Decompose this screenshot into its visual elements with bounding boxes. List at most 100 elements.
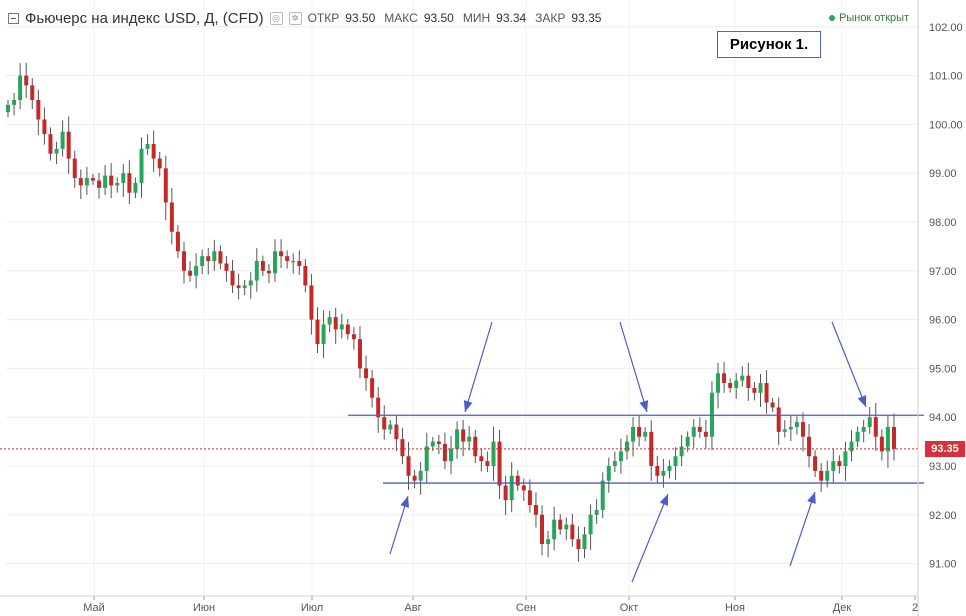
market-status-text: Рынок открыт <box>839 12 910 24</box>
candle-body <box>127 173 132 193</box>
candle-body <box>364 368 369 379</box>
candle <box>867 406 872 434</box>
candle-body <box>679 446 684 457</box>
y-tick-label: 98.00 <box>929 217 957 229</box>
candle <box>412 469 417 489</box>
candle <box>388 419 393 435</box>
arrow-down-2 <box>619 321 649 413</box>
candle-body <box>394 424 399 440</box>
candle <box>740 366 745 387</box>
candle-body <box>449 448 453 462</box>
candle-body <box>825 470 830 481</box>
candle <box>121 164 126 198</box>
candle-body <box>333 317 338 330</box>
candle <box>103 165 108 196</box>
candle-body <box>151 143 156 159</box>
candle-body <box>497 441 502 486</box>
candle-body <box>509 475 514 501</box>
candle-body <box>667 466 672 471</box>
candle <box>364 355 369 391</box>
candle <box>849 430 854 462</box>
candle-body <box>631 426 636 442</box>
candle <box>546 530 551 558</box>
candle <box>206 247 211 275</box>
candle-body <box>291 261 296 263</box>
candle-body <box>436 441 441 445</box>
candle <box>248 272 253 299</box>
candle <box>837 455 842 474</box>
candle-body <box>412 475 417 481</box>
candle <box>351 327 356 350</box>
candle-body <box>618 451 623 462</box>
candle <box>315 307 320 354</box>
arrow-up-2 <box>631 493 669 583</box>
high-value: 93.50 <box>423 11 454 25</box>
candle <box>540 505 545 556</box>
candle-body <box>36 100 41 120</box>
candle-body <box>800 422 805 437</box>
candle-body <box>752 387 757 393</box>
settings-icon[interactable]: ◎ <box>269 11 283 25</box>
candle <box>685 431 690 452</box>
candle-body <box>133 182 138 193</box>
candle-body <box>254 261 259 281</box>
candle <box>230 259 235 294</box>
arrow-up-3 <box>789 491 816 567</box>
candle-body <box>873 417 878 437</box>
candle-body <box>879 436 884 452</box>
candle <box>424 432 429 483</box>
candle <box>30 78 35 110</box>
candle-body <box>697 426 702 432</box>
arrow-up-1 <box>389 495 410 555</box>
candle-body <box>24 75 29 86</box>
candle <box>473 429 478 464</box>
candle-body <box>218 251 223 264</box>
figure-label: Рисунок 1. <box>717 31 821 58</box>
arrow-shaft <box>631 493 669 583</box>
candle <box>163 155 168 221</box>
candle-body <box>691 426 696 437</box>
candle-body <box>266 270 271 274</box>
candle-body <box>479 456 484 462</box>
candle <box>109 162 114 199</box>
candle <box>843 441 848 481</box>
gear-icon[interactable]: ✲ <box>288 11 302 25</box>
candle <box>6 99 10 118</box>
candle <box>764 370 769 414</box>
y-tick-label: 101.00 <box>929 71 963 83</box>
candle <box>279 239 284 269</box>
collapse-icon[interactable] <box>8 12 19 24</box>
candle-body <box>861 426 866 432</box>
candle <box>503 475 508 516</box>
candle <box>558 514 563 535</box>
candle <box>758 374 763 407</box>
candle <box>734 373 739 399</box>
candle-body <box>121 173 126 183</box>
candle <box>327 310 332 333</box>
candle <box>637 415 642 447</box>
candle <box>90 173 95 185</box>
candle-body <box>339 324 344 330</box>
close-value: 93.35 <box>571 11 602 25</box>
candle <box>600 472 605 519</box>
candle-body <box>570 524 575 540</box>
candle-body <box>491 441 496 466</box>
candle <box>169 188 174 245</box>
candle <box>667 460 672 479</box>
candle <box>521 478 526 501</box>
candle <box>224 256 229 282</box>
candle <box>722 361 727 393</box>
candle <box>285 250 290 269</box>
candle <box>321 310 326 359</box>
candle <box>12 92 17 116</box>
chart-grid <box>6 0 918 596</box>
x-tick-label: Июл <box>301 602 323 614</box>
last-price-label: 93.35 <box>925 441 965 457</box>
candle <box>236 273 241 300</box>
candle-body <box>200 256 205 266</box>
arrow-head <box>807 492 816 504</box>
arrow-shaft <box>831 321 867 408</box>
candle-body <box>515 475 520 486</box>
candle <box>606 457 611 493</box>
